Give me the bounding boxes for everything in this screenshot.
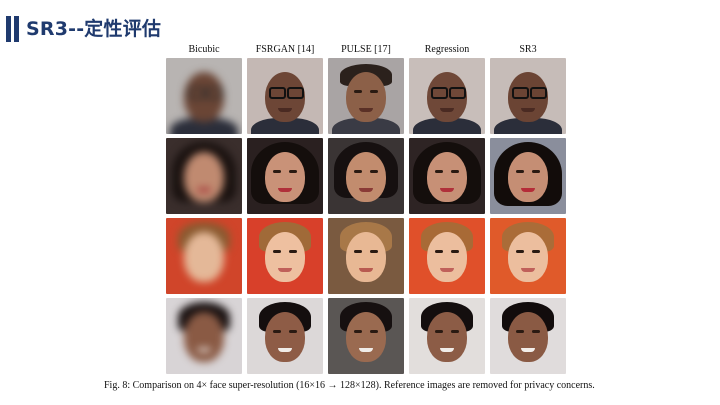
face-image-row3-fsrgan [247,218,323,294]
face-image-row2-regression [409,138,485,214]
figure-caption: Fig. 8: Comparison on 4× face super-reso… [104,380,595,391]
column-header-regression: Regression [424,44,470,55]
face-image-row3-pulse [328,218,404,294]
face-image-row1-fsrgan [247,58,323,134]
face-image-row4-fsrgan [247,298,323,374]
title-accent-bar [6,16,11,42]
face-image-row4-regression [409,298,485,374]
face-image-row1-bicubic [166,58,242,134]
face-image-row1-regression [409,58,485,134]
column-header-bicubic: Bicubic [188,44,220,55]
face-image-row1-sr3 [490,58,566,134]
face-image-row2-fsrgan [247,138,323,214]
slide-header: SR3--定性评估 [0,0,720,60]
face-image-row3-sr3 [490,218,566,294]
face-image-row3-bicubic [166,218,242,294]
face-image-row3-regression [409,218,485,294]
face-image-row2-sr3 [490,138,566,214]
slide-title: SR3--定性评估 [26,18,162,40]
face-image-row4-pulse [328,298,404,374]
face-image-row4-sr3 [490,298,566,374]
comparison-figure: Bicubic FSRGAN [14] PULSE [17] Regressio… [96,40,632,400]
face-image-row2-pulse [328,138,404,214]
face-image-row1-pulse [328,58,404,134]
column-header-fsrgan: FSRGAN [14] [255,44,315,55]
face-image-row2-bicubic [166,138,242,214]
title-accent-bar [14,16,19,42]
column-header-pulse: PULSE [17] [341,44,391,55]
column-header-sr3: SR3 [519,44,537,55]
face-image-row4-bicubic [166,298,242,374]
